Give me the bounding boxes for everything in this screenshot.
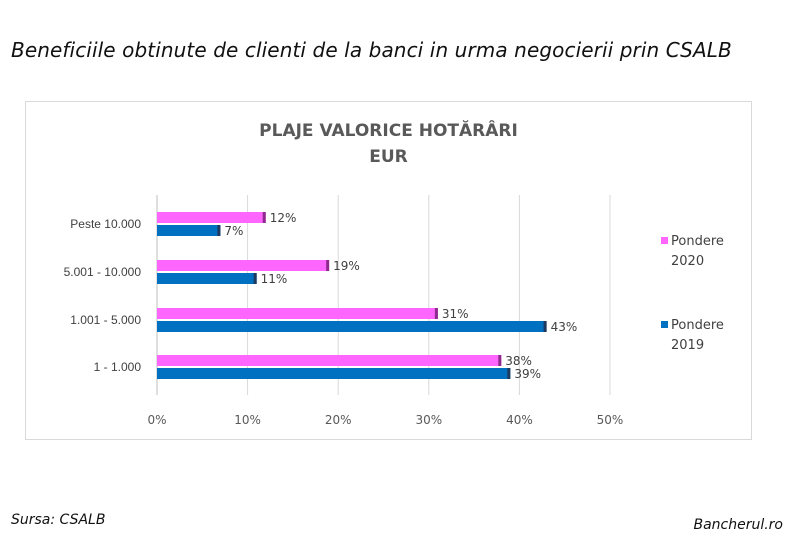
category-label: 5.001 - 10.000 — [64, 265, 142, 279]
source-note: Sursa: CSALB — [11, 512, 106, 528]
chart-frame — [25, 101, 752, 440]
bar — [157, 260, 330, 271]
bar-end-cap — [498, 355, 502, 366]
data-label: 39% — [514, 367, 541, 381]
bar-end-cap — [326, 260, 330, 271]
bar — [157, 355, 502, 366]
x-tick-label: 10% — [234, 413, 261, 427]
data-label: 43% — [551, 320, 578, 334]
data-label: 38% — [505, 354, 532, 368]
data-label: 12% — [270, 211, 297, 225]
category-label: 1 - 1.000 — [94, 360, 142, 374]
data-label: 31% — [442, 307, 469, 321]
x-tick-label: 20% — [325, 413, 352, 427]
legend-swatch-2019 — [661, 321, 668, 328]
x-tick-label: 30% — [415, 413, 442, 427]
category-label: Peste 10.000 — [70, 217, 141, 231]
bar-end-cap — [543, 321, 547, 332]
bar — [157, 225, 221, 236]
page-headline: Beneficiile obtinute de clienti de la ba… — [11, 38, 732, 62]
bar-end-cap — [434, 308, 438, 319]
x-tick-label: 40% — [506, 413, 533, 427]
category-label: 1.001 - 5.000 — [70, 313, 141, 327]
data-label: 7% — [224, 224, 243, 238]
bar-end-cap — [507, 368, 511, 379]
bar — [157, 368, 511, 379]
legend-swatch-2020 — [661, 237, 668, 244]
legend-item-2020: Pondere 2020 — [661, 232, 724, 272]
bar — [157, 212, 266, 223]
bar — [157, 321, 547, 332]
x-tick-label: 0% — [147, 413, 166, 427]
chart-title: PLAJE VALORICE HOTĂRÂRI EUR — [259, 121, 518, 167]
data-label: 11% — [261, 272, 288, 286]
legend-item-2019: Pondere 2019 — [661, 316, 724, 356]
bar — [157, 273, 257, 284]
legend-label-2020: Pondere 2020 — [671, 234, 724, 269]
watermark: Bancherul.ro — [693, 517, 783, 533]
data-label: 19% — [333, 259, 360, 273]
bar-end-cap — [253, 273, 257, 284]
bar-end-cap — [217, 225, 221, 236]
legend-label-2019: Pondere 2019 — [671, 318, 724, 353]
x-tick-label: 50% — [597, 413, 624, 427]
bar — [157, 308, 438, 319]
bar-end-cap — [262, 212, 266, 223]
